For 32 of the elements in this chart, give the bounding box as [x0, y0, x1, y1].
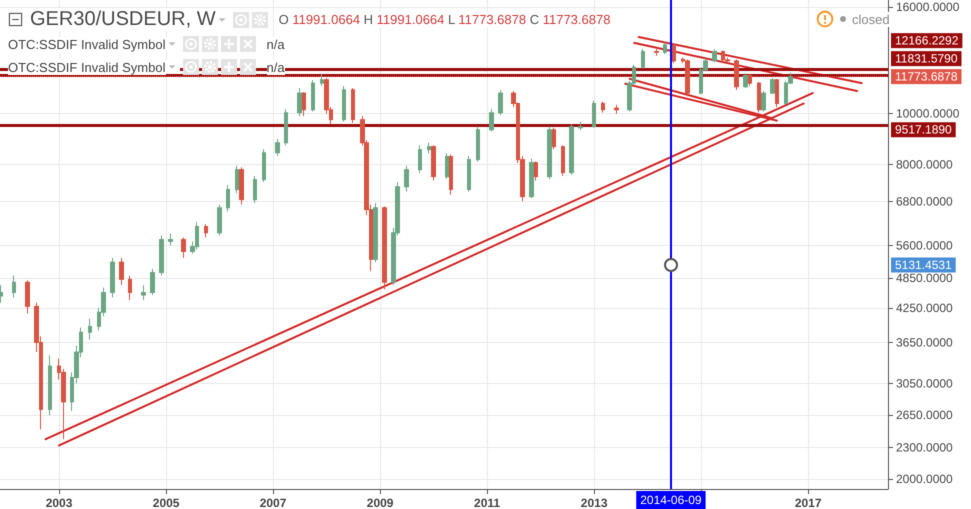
- annotation: OTC:SSDIF Invalid Symbol: [8, 36, 166, 52]
- annotation: n/a: [266, 60, 285, 74]
- annotation: n/a: [266, 36, 285, 52]
- y-tick-label: 3650.0000: [896, 336, 954, 350]
- y-tick-label: 2000.0000: [896, 472, 954, 486]
- x-tick-label: 2003: [46, 496, 73, 509]
- ref-line-label: 11831.5790: [895, 52, 958, 66]
- y-tick-label: 2300.0000: [896, 440, 954, 454]
- y-tick-label: 10000.0000: [896, 106, 960, 121]
- y-tick-label: 4850.0000: [896, 271, 954, 286]
- y-tick-label: 16000.0000: [896, 0, 960, 14]
- x-tick-label: 2011: [474, 496, 500, 509]
- y-tick-label: 3050.0000: [896, 376, 954, 390]
- y-tick-label: 2650.0000: [896, 408, 954, 422]
- annotation: closed: [852, 12, 890, 26]
- ref-line-label: 12166.2292: [895, 34, 959, 48]
- text: O 11991.0664 H 11991.0664 L 11773.6878 C 11773.6878: [278, 12, 610, 27]
- ref-line-label: 2014-06-09: [640, 493, 702, 507]
- y-tick-label: 5600.0000: [896, 238, 954, 252]
- y-tick-label: 6800.0000: [896, 194, 954, 208]
- x-tick-label: 2007: [260, 496, 287, 509]
- x-tick-label: 2017: [794, 496, 822, 509]
- ref-line-label: 11773.6878: [895, 70, 958, 84]
- y-tick-label: 8000.0000: [896, 157, 954, 172]
- ref-line-label: 9517.1890: [895, 122, 952, 137]
- chart-title: GER30/USDEUR, W: [30, 8, 216, 31]
- annotation: OTC:SSDIF Invalid Symbol: [8, 60, 166, 74]
- text: 5131.4531: [895, 258, 952, 272]
- x-tick-label: 2009: [366, 496, 394, 509]
- x-tick-label: 2013: [580, 496, 608, 509]
- x-tick-label: 2005: [152, 496, 180, 509]
- y-tick-label: 4250.0000: [896, 300, 954, 315]
